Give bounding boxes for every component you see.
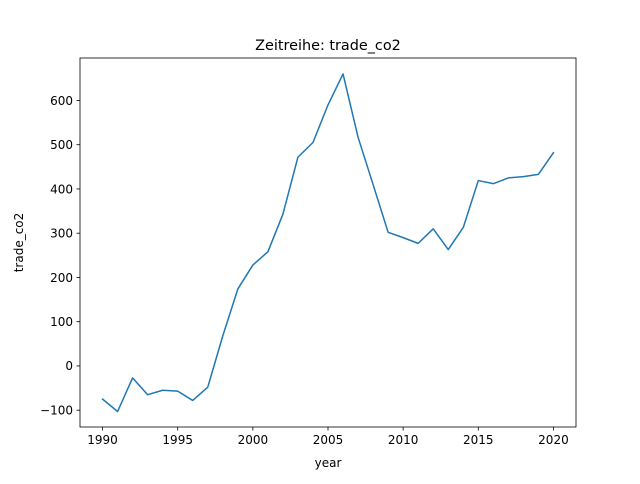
x-tick-label: 2005 — [313, 433, 344, 447]
x-tick-label: 2020 — [538, 433, 569, 447]
y-tick-label: 300 — [50, 227, 73, 241]
y-tick-label: 500 — [50, 138, 73, 152]
x-tick-label: 1995 — [162, 433, 193, 447]
y-tick-label: 600 — [50, 94, 73, 108]
y-tick-label: 0 — [65, 359, 73, 373]
x-axis-label: year — [315, 456, 342, 470]
series-line — [101, 73, 555, 413]
x-tick-label: 2000 — [238, 433, 269, 447]
y-tick-label: 400 — [50, 182, 73, 196]
chart-title: Zeitreihe: trade_co2 — [255, 38, 401, 54]
y-axis-label: trade_co2 — [12, 213, 26, 273]
y-tick-label: −100 — [40, 403, 73, 417]
y-axis: −100 0 100 200 300 400 500 600 — [40, 94, 80, 417]
y-tick-label: 200 — [50, 271, 73, 285]
x-tick-label: 2015 — [463, 433, 494, 447]
x-tick-label: 1990 — [87, 433, 118, 447]
x-axis: 1990 1995 2000 2005 2010 2015 2020 — [87, 427, 569, 447]
x-tick-label: 2010 — [388, 433, 419, 447]
y-tick-label: 100 — [50, 315, 73, 329]
series-layer — [101, 73, 555, 413]
